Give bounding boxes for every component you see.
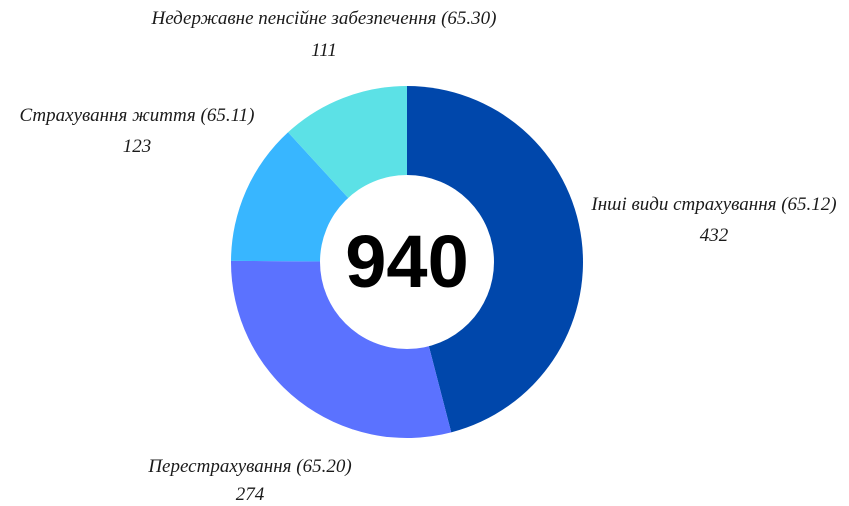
pie-slice-0 bbox=[407, 86, 583, 433]
slice-label-1: Перестрахування (65.20) 274 bbox=[147, 456, 351, 505]
slice-label-value-3: 111 bbox=[311, 40, 337, 61]
slice-label-value-0: 432 bbox=[700, 225, 729, 246]
slice-label-3: Недержавне пенсійне забезпечення (65.30)… bbox=[150, 8, 496, 61]
slice-label-2: Страхування життя (65.11) 123 bbox=[19, 105, 254, 157]
donut-hole bbox=[320, 175, 494, 349]
slice-label-0: Інші види страхування (65.12) 432 bbox=[590, 194, 836, 246]
slice-label-name-1: Перестрахування (65.20) bbox=[147, 456, 351, 477]
center-total: 940 bbox=[345, 220, 468, 303]
slice-label-name-0: Інші види страхування (65.12) bbox=[590, 194, 836, 215]
slice-label-name-3: Недержавне пенсійне забезпечення (65.30) bbox=[150, 8, 496, 29]
slice-label-value-1: 274 bbox=[236, 484, 265, 505]
slice-label-name-2: Страхування життя (65.11) bbox=[19, 105, 254, 126]
slice-label-value-2: 123 bbox=[123, 136, 152, 157]
